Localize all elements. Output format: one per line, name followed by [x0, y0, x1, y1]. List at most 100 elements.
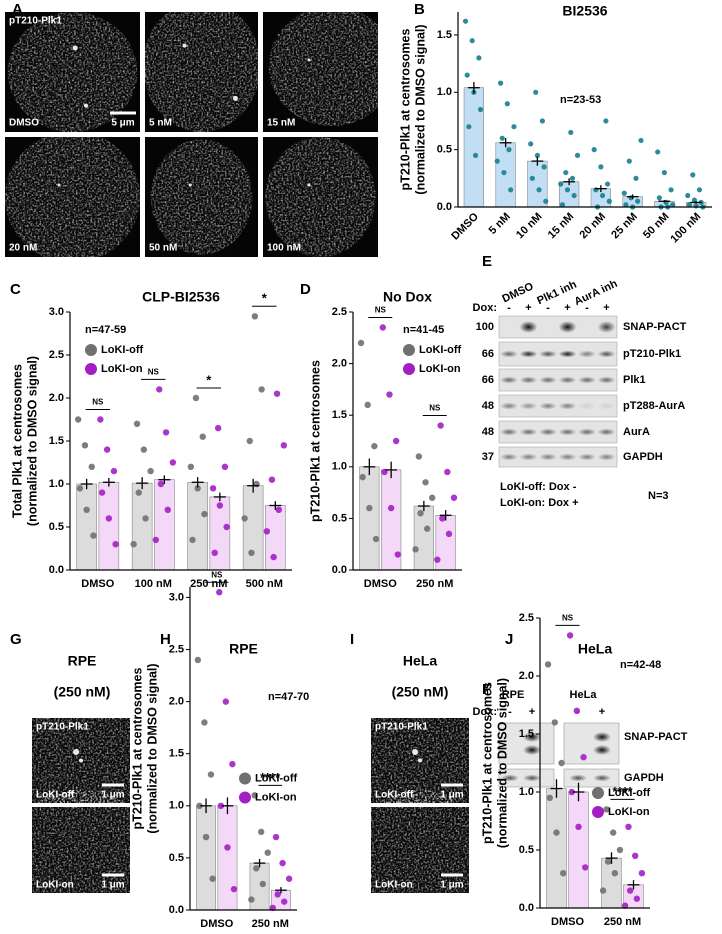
scale-bar-label: 1 μm: [440, 790, 463, 801]
data-point: [192, 394, 200, 402]
significance-label: *: [206, 372, 212, 387]
data-point: [105, 515, 113, 522]
blot-row-label: SNAP-PACT: [624, 731, 688, 743]
data-point: [437, 422, 444, 429]
data-point: [696, 187, 703, 193]
data-point: [251, 313, 259, 320]
data-point: [194, 656, 202, 664]
note: LoKI-off: Dox -: [500, 481, 577, 493]
blot-band: [569, 774, 587, 782]
data-point: [623, 202, 629, 208]
legend-marker: [85, 363, 97, 375]
data-point: [564, 187, 571, 193]
data-point: [211, 549, 218, 556]
data-point: [638, 137, 644, 144]
y-axis-label: pT210-Plk1 at centrosomes: [398, 29, 412, 191]
data-point: [258, 386, 265, 393]
data-point: [626, 887, 634, 894]
blot-strip: [498, 446, 618, 468]
data-point: [598, 164, 604, 170]
dox-state: +: [599, 706, 605, 718]
bar: [601, 857, 622, 909]
bright-spot: [232, 95, 238, 101]
data-point: [434, 556, 441, 563]
y-tick-label: 2.5: [49, 349, 64, 361]
condition-label: 20 nM: [9, 243, 37, 254]
data-point: [162, 429, 170, 436]
image-label: LoKI-on: [375, 880, 413, 891]
micrograph-signal: [12, 789, 150, 911]
dox-state: -: [508, 706, 512, 718]
data-point: [372, 535, 380, 543]
bar: [568, 791, 589, 909]
blot-strip: [498, 722, 555, 765]
data-point: [575, 823, 582, 830]
blot-row-label: SNAP-PACT: [623, 321, 687, 333]
data-point: [626, 158, 632, 164]
bar: [265, 505, 286, 571]
significance-label: NS: [148, 368, 160, 377]
data-point: [469, 38, 475, 44]
bright-spot: [72, 45, 78, 51]
dox-state: +: [529, 706, 535, 718]
data-point: [553, 829, 560, 836]
blot-band: [578, 428, 596, 436]
y-tick-label: 0.5: [519, 844, 534, 856]
bar: [76, 483, 97, 571]
data-point: [541, 164, 547, 170]
blot-band: [558, 350, 577, 358]
data-point: [169, 459, 177, 466]
data-point: [386, 391, 393, 398]
y-axis-label: (normalized to DMSO signal): [145, 663, 159, 833]
data-point: [81, 442, 89, 449]
blot-band: [500, 428, 518, 436]
data-point: [551, 719, 559, 726]
x-tick-label: 500 nM: [246, 578, 283, 590]
bar: [546, 788, 567, 909]
data-point: [582, 864, 589, 871]
x-tick-label: 20 nM: [578, 211, 609, 242]
chart-title: RPE: [229, 641, 258, 657]
bar: [242, 485, 264, 571]
y-tick-label: 1.0: [332, 461, 347, 473]
panel-label: E: [482, 253, 492, 270]
data-point: [422, 479, 429, 486]
data-point: [103, 446, 111, 453]
data-point: [371, 442, 378, 450]
y-tick-label: 2.5: [519, 612, 534, 624]
cell-line-header: RPE: [502, 689, 525, 701]
micrograph-signal: [142, 0, 261, 132]
data-point: [417, 510, 424, 517]
treatment-label: (250 nM): [392, 684, 449, 700]
data-point: [415, 453, 423, 460]
molecular-weight: 48: [482, 426, 494, 438]
blot-band: [539, 402, 557, 410]
blot-band: [597, 321, 616, 333]
data-point: [444, 468, 451, 476]
data-point: [501, 169, 507, 176]
data-point: [285, 875, 293, 882]
x-tick-label: 100 nM: [668, 211, 703, 246]
data-point: [591, 147, 597, 153]
data-point: [216, 502, 224, 509]
dox-state: +: [564, 302, 570, 314]
x-tick-label: 15 nM: [546, 211, 577, 242]
blot-band: [501, 774, 519, 782]
bright-spot: [79, 758, 83, 763]
note: LoKI-on: Dox +: [500, 497, 579, 509]
molecular-weight: 66: [482, 374, 494, 386]
blot-band: [539, 376, 557, 384]
data-point: [633, 175, 639, 181]
data-point: [568, 129, 574, 136]
data-point: [445, 530, 453, 538]
panel-label: F: [482, 681, 491, 698]
y-axis-label: pT210-Plk1 at centrosomes: [480, 682, 494, 844]
panel-label: G: [10, 631, 22, 648]
y-tick-label: 0.5: [169, 852, 184, 864]
data-point: [214, 424, 222, 432]
molecular-weight: 66: [482, 348, 494, 360]
legend-label: LoKI-on: [419, 363, 461, 375]
data-point: [506, 147, 512, 153]
